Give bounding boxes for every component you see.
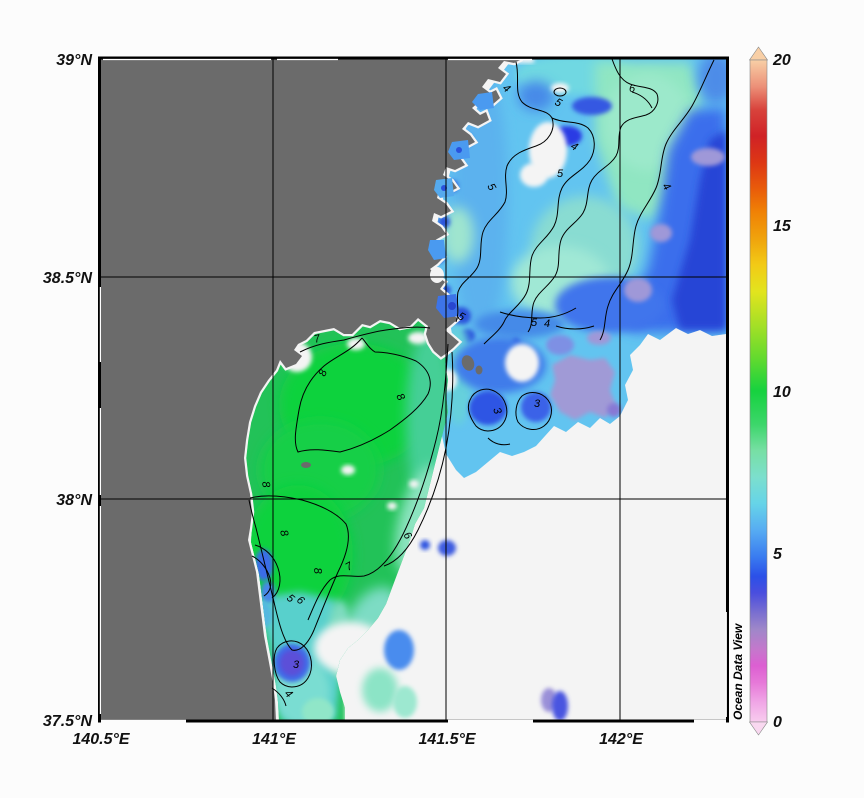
svg-text:5: 5 bbox=[531, 317, 538, 329]
svg-text:142°E: 142°E bbox=[599, 731, 644, 748]
svg-text:Ocean Data View: Ocean Data View bbox=[731, 623, 745, 720]
svg-text:5: 5 bbox=[557, 168, 564, 180]
svg-text:5: 5 bbox=[773, 546, 783, 563]
svg-text:7: 7 bbox=[313, 332, 323, 345]
svg-text:8: 8 bbox=[259, 480, 272, 489]
svg-text:38.5°N: 38.5°N bbox=[43, 270, 93, 287]
svg-text:8: 8 bbox=[317, 367, 331, 378]
svg-text:37.5°N: 37.5°N bbox=[43, 713, 93, 730]
svg-text:38°N: 38°N bbox=[56, 492, 92, 509]
svg-text:140.5°E: 140.5°E bbox=[72, 731, 130, 748]
svg-text:15: 15 bbox=[773, 218, 792, 235]
svg-text:6: 6 bbox=[629, 83, 636, 95]
svg-text:4: 4 bbox=[569, 140, 580, 153]
svg-text:3: 3 bbox=[293, 659, 300, 671]
svg-text:0: 0 bbox=[773, 714, 782, 731]
svg-text:3: 3 bbox=[490, 406, 504, 417]
svg-text:8: 8 bbox=[311, 567, 324, 575]
svg-text:10: 10 bbox=[773, 384, 791, 401]
svg-text:141°E: 141°E bbox=[252, 731, 297, 748]
svg-text:3: 3 bbox=[534, 398, 541, 410]
svg-text:20: 20 bbox=[772, 52, 791, 69]
svg-text:4: 4 bbox=[660, 181, 673, 193]
svg-text:4: 4 bbox=[544, 318, 550, 330]
svg-text:39°N: 39°N bbox=[56, 52, 92, 69]
svg-text:8: 8 bbox=[277, 529, 290, 539]
svg-text:141.5°E: 141.5°E bbox=[418, 731, 476, 748]
